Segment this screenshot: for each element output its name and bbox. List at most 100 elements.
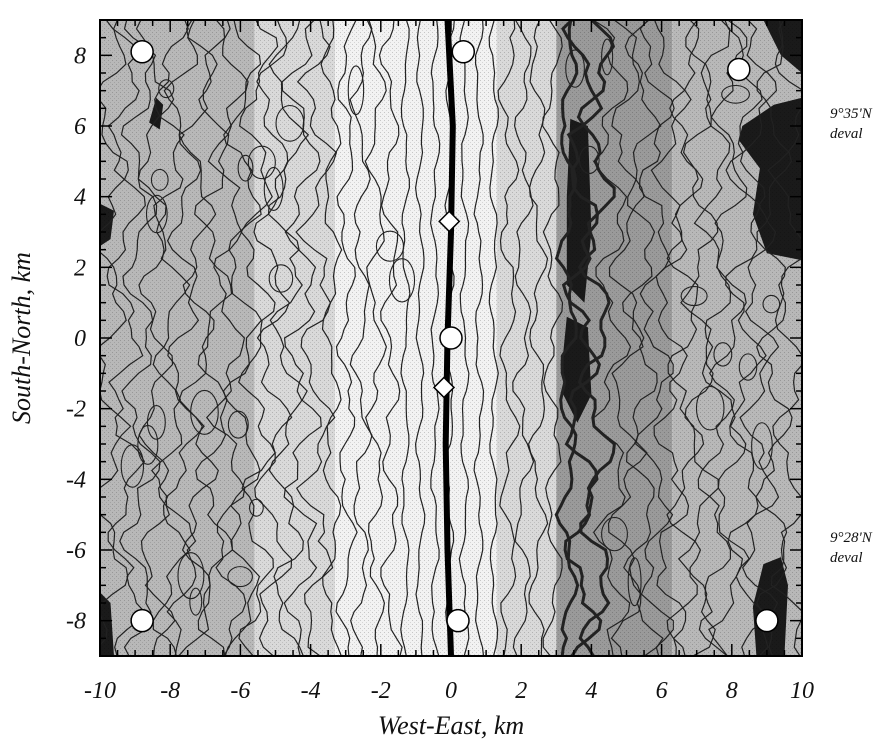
- annotation-label: deval: [830, 550, 862, 566]
- contour-line: [473, 20, 485, 656]
- contour-line: [253, 20, 293, 656]
- contour-loop: [721, 84, 750, 104]
- contour-line: [527, 20, 549, 656]
- circle-marker: [130, 40, 154, 64]
- diamond-marker: [432, 376, 456, 399]
- y-tick-label: 8: [74, 43, 86, 69]
- x-tick-label: 4: [585, 678, 597, 704]
- contour-loop: [275, 104, 305, 142]
- contour-loop: [578, 145, 600, 175]
- contour-loop: [601, 38, 614, 76]
- x-tick-label: 2: [515, 678, 527, 704]
- contour-loop: [627, 557, 642, 607]
- contour-line: [119, 20, 161, 656]
- contour-loop: [375, 230, 405, 262]
- circle-marker: [446, 608, 470, 633]
- y-tick-label: -2: [66, 397, 86, 423]
- contour-loop: [680, 286, 708, 307]
- contour-loop: [249, 498, 264, 517]
- contour-line: [238, 20, 279, 656]
- x-tick-label: 10: [790, 678, 814, 704]
- contour-line: [178, 20, 219, 656]
- contour-line: [429, 20, 441, 656]
- circle-marker: [755, 608, 779, 633]
- axis-ticks: [99, 19, 803, 657]
- contour-line: [622, 20, 664, 656]
- y-tick-label: 4: [74, 185, 86, 211]
- contour-line: [512, 20, 535, 656]
- contour-line: [400, 20, 411, 656]
- contour-line: [739, 20, 780, 656]
- contour-loop: [145, 194, 168, 234]
- markers: [130, 40, 779, 633]
- contour-line: [693, 20, 733, 656]
- contour-line: [666, 20, 705, 656]
- deval-annotations: 9°35'N deval 9°28'N deval: [830, 106, 873, 566]
- x-tick-labels: -10 -8 -6 -4 -2 0 2 4 6 8 10: [84, 678, 814, 704]
- contour-line: [222, 20, 263, 656]
- plot-area: [100, 20, 802, 656]
- contour-line: [206, 20, 249, 656]
- y-tick-label: 0: [74, 326, 86, 352]
- annotation-latitude: 9°28'N: [830, 530, 873, 546]
- contour-loop: [565, 49, 585, 88]
- contour-loop: [120, 444, 145, 488]
- contour-line: [135, 20, 176, 656]
- y-tick-label: 6: [74, 114, 86, 140]
- contour-line: [755, 20, 793, 656]
- contour-line: [281, 20, 322, 656]
- contour-line: [295, 20, 338, 656]
- circle-marker: [130, 608, 154, 633]
- x-tick-label: -4: [301, 678, 321, 704]
- contour-line: [335, 20, 358, 656]
- contour-line: [724, 20, 767, 656]
- y-tick-label: -8: [66, 609, 86, 635]
- contour-line: [267, 20, 310, 656]
- y-tick-label: -4: [66, 467, 86, 493]
- diamond-marker: [438, 210, 461, 233]
- y-tick-label: -6: [66, 538, 86, 564]
- contour-line: [488, 20, 500, 656]
- x-tick-label: 8: [726, 678, 738, 704]
- contour-line: [497, 20, 521, 656]
- contour-loop: [189, 587, 203, 616]
- contour-line: [378, 20, 403, 656]
- contour-lines: [100, 20, 802, 656]
- contour-loop: [158, 79, 175, 99]
- contour-line: [364, 20, 388, 656]
- contour-line: [150, 20, 191, 656]
- y-tick-label: 2: [74, 255, 86, 281]
- x-tick-label: -2: [371, 678, 391, 704]
- contour-loop: [190, 389, 219, 435]
- contour-line: [576, 20, 616, 656]
- contour-line: [320, 20, 343, 656]
- contour-loop: [762, 294, 781, 314]
- circle-marker: [727, 57, 751, 82]
- x-tick-label: 0: [445, 678, 457, 704]
- contour-loop: [227, 566, 253, 588]
- contour-loop: [751, 422, 773, 470]
- contour-loop: [150, 168, 169, 191]
- x-tick-label: -8: [160, 678, 180, 704]
- y-tick-labels: -8 -6 -4 -2 0 2 4 6 8: [66, 43, 86, 634]
- contour-line: [163, 20, 205, 656]
- circle-marker: [439, 326, 463, 350]
- contour-line: [458, 20, 470, 656]
- contour-loop: [347, 65, 365, 116]
- contour-line: [708, 20, 750, 656]
- contour-loop: [146, 404, 166, 440]
- contour-loop: [268, 264, 294, 293]
- x-tick-label: -10: [84, 678, 116, 704]
- contour-loop: [247, 145, 276, 180]
- contour-line: [635, 20, 675, 656]
- contour-loop: [227, 410, 249, 439]
- contour-loop: [601, 516, 628, 552]
- contour-line: [561, 20, 604, 656]
- contour-loop: [263, 166, 284, 212]
- contour-loop: [713, 342, 733, 367]
- annotation-label: deval: [830, 126, 862, 142]
- y-axis-title: South-North, km: [7, 252, 36, 424]
- contour-line: [414, 20, 426, 656]
- contour-line: [650, 20, 692, 656]
